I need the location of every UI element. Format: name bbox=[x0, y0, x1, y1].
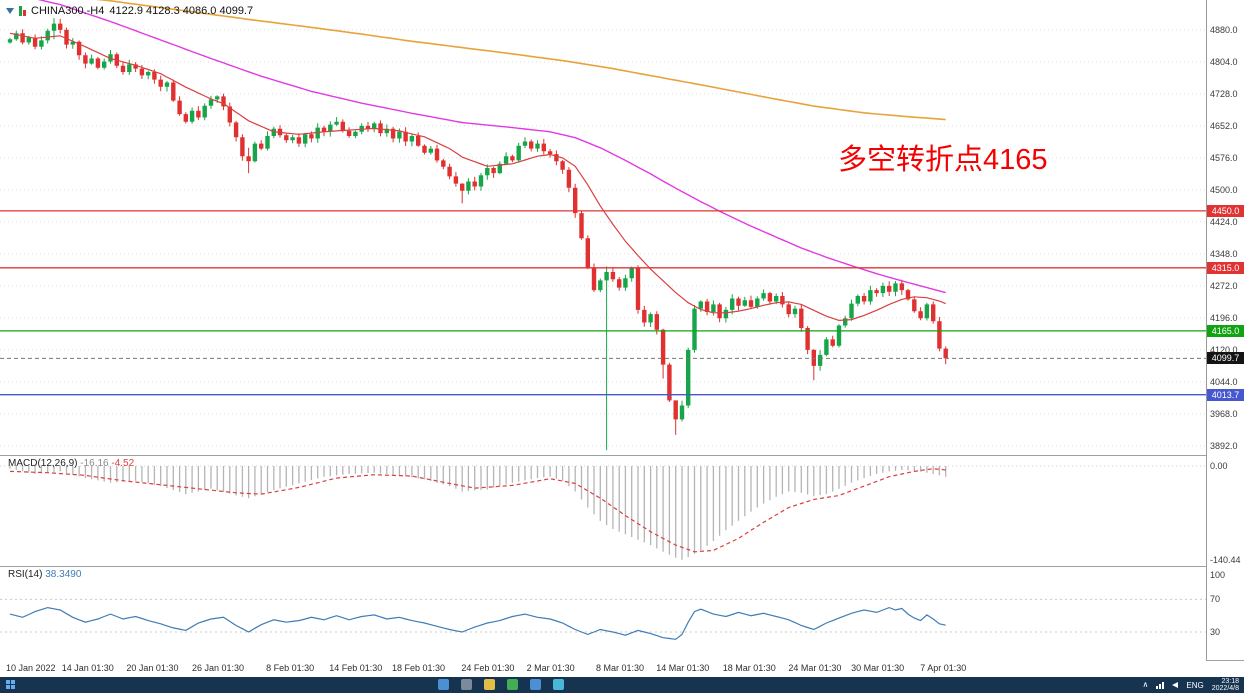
clock-date: 2022/4/8 bbox=[1211, 685, 1239, 692]
panel-separator[interactable] bbox=[0, 566, 1244, 567]
taskbar-clock[interactable]: 23:18 2022/4/8 bbox=[1212, 678, 1239, 692]
rsi-label: RSI(14) 38.3490 bbox=[8, 569, 81, 580]
network-icon[interactable] bbox=[1156, 681, 1165, 689]
ohlc-values: 4122.9 4128.3 4086.0 4099.7 bbox=[109, 5, 254, 17]
price-tick-label: 4804.0 bbox=[1210, 56, 1238, 67]
price-tick-label: 4576.0 bbox=[1210, 152, 1238, 163]
macd-axis-label: 0.00 bbox=[1210, 461, 1228, 471]
price-tick-label: 3892.0 bbox=[1210, 440, 1238, 451]
symbol-title: CHINA300.-H4 4122.9 4128.3 4086.0 4099.7 bbox=[6, 5, 253, 17]
macd-signal-value: -4.52 bbox=[111, 458, 135, 469]
taskbar-app-icon[interactable] bbox=[484, 679, 495, 690]
price-tick-label: 4044.0 bbox=[1210, 376, 1238, 387]
taskbar-app-icon[interactable] bbox=[553, 679, 564, 690]
rsi-plot[interactable] bbox=[0, 566, 1244, 660]
taskbar-apps bbox=[438, 679, 564, 690]
price-badge: 4013.7 bbox=[1207, 388, 1244, 401]
price-badge: 4165.0 bbox=[1207, 324, 1244, 337]
rsi-axis-label: 100 bbox=[1210, 570, 1226, 580]
taskbar: ∧ ENG 23:18 2022/4/8 bbox=[0, 677, 1244, 693]
macd-plot[interactable] bbox=[0, 455, 1244, 566]
price-badge: 4450.0 bbox=[1207, 204, 1244, 217]
taskbar-app-icon[interactable] bbox=[461, 679, 472, 690]
taskbar-app-icon[interactable] bbox=[438, 679, 449, 690]
time-tick-label: 10 Jan 2022 bbox=[6, 663, 56, 673]
macd-name: MACD(12,26,9) bbox=[8, 458, 78, 469]
start-button[interactable] bbox=[6, 680, 15, 689]
symbol-name: CHINA300.-H4 bbox=[31, 5, 105, 17]
rsi-value: 38.3490 bbox=[45, 569, 82, 580]
dropdown-arrow-icon[interactable] bbox=[6, 8, 14, 14]
time-tick-label: 24 Mar 01:30 bbox=[788, 663, 842, 673]
macd-label: MACD(12,26,9) -16.16 -4.52 bbox=[8, 458, 134, 469]
price-tick-label: 4880.0 bbox=[1210, 24, 1238, 35]
price-badge: 4315.0 bbox=[1207, 261, 1244, 274]
chart-icon bbox=[19, 6, 26, 16]
main-plot[interactable] bbox=[0, 0, 1244, 455]
time-tick-label: 26 Jan 01:30 bbox=[191, 663, 245, 673]
price-badge: 4099.7 bbox=[1207, 352, 1244, 365]
time-tick-label: 18 Mar 01:30 bbox=[722, 663, 776, 673]
clock-time: 23:18 bbox=[1221, 678, 1239, 685]
volume-icon[interactable] bbox=[1172, 682, 1179, 688]
time-tick-label: 24 Feb 01:30 bbox=[461, 663, 515, 673]
annotation-text: 多空转折点4165 bbox=[838, 144, 1048, 176]
system-tray: ∧ ENG 23:18 2022/4/8 bbox=[1143, 677, 1239, 693]
price-axis[interactable]: 4880.0 4804.0 4728.0 4652.0 4576.0 4500.0 4424… bbox=[1206, 0, 1244, 660]
time-tick-label: 14 Feb 01:30 bbox=[329, 663, 383, 673]
tray-caret-icon[interactable]: ∧ bbox=[1142, 680, 1149, 689]
time-tick-label: 8 Feb 01:30 bbox=[266, 663, 315, 673]
time-tick-label: 20 Jan 01:30 bbox=[126, 663, 179, 673]
taskbar-app-icon[interactable] bbox=[530, 679, 541, 690]
rsi-axis-label: 30 bbox=[1210, 626, 1221, 637]
time-tick-label: 2 Mar 01:30 bbox=[526, 663, 575, 673]
price-tick-label: 4348.0 bbox=[1210, 248, 1238, 259]
price-tick-label: 3968.0 bbox=[1210, 408, 1238, 419]
time-tick-label: 14 Mar 01:30 bbox=[656, 663, 710, 673]
rsi-axis-label: 70 bbox=[1210, 594, 1221, 605]
time-tick-label: 18 Feb 01:30 bbox=[392, 663, 446, 673]
price-tick-label: 4120.0 bbox=[1210, 344, 1238, 355]
panel-separator[interactable] bbox=[0, 455, 1244, 456]
taskbar-app-icon[interactable] bbox=[507, 679, 518, 690]
time-tick-label: 14 Jan 01:30 bbox=[61, 663, 114, 673]
price-tick-label: 4652.0 bbox=[1210, 120, 1238, 131]
time-tick-label: 30 Mar 01:30 bbox=[851, 663, 905, 673]
macd-axis-label: -140.44 bbox=[1210, 555, 1241, 565]
price-tick-label: 4728.0 bbox=[1210, 88, 1238, 99]
price-tick-label: 4272.0 bbox=[1210, 280, 1238, 291]
time-tick-label: 8 Mar 01:30 bbox=[595, 663, 644, 673]
price-tick-label: 4196.0 bbox=[1210, 312, 1238, 323]
price-tick-label: 4500.0 bbox=[1210, 184, 1238, 195]
time-tick-label: 7 Apr 01:30 bbox=[920, 663, 967, 673]
macd-main-value: -16.16 bbox=[80, 458, 109, 469]
ime-indicator[interactable]: ENG bbox=[1186, 680, 1204, 690]
rsi-name: RSI(14) bbox=[8, 569, 43, 580]
time-axis[interactable]: 10 Jan 2022 14 Jan 01:30 20 Jan 01:30 26 Ja… bbox=[0, 660, 1206, 677]
price-tick-label: 4424.0 bbox=[1210, 216, 1238, 227]
